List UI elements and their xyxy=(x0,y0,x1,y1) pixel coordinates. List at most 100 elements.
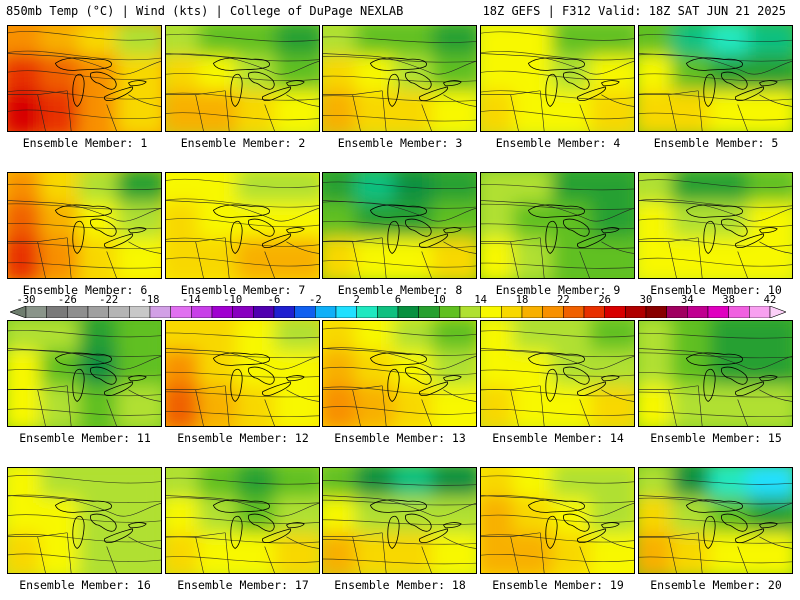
wind-streamline xyxy=(639,198,792,208)
ensemble-member-label: Ensemble Member: 10 xyxy=(650,283,782,297)
great-lake-outline xyxy=(387,220,400,254)
temperature-cell xyxy=(431,385,476,426)
colorbar-bin xyxy=(87,306,109,318)
political-border xyxy=(224,90,230,131)
wind-streamline xyxy=(481,110,634,120)
colorbar-bin xyxy=(315,306,337,318)
great-lake-outline xyxy=(90,218,117,237)
wind-streamline xyxy=(639,411,792,418)
wind-streamline xyxy=(8,553,161,562)
great-lake-outline xyxy=(545,368,558,402)
colorbar-bin xyxy=(418,306,440,318)
political-border xyxy=(66,237,72,278)
political-border xyxy=(264,546,275,573)
wind-streamline xyxy=(481,203,634,210)
great-lake-outline xyxy=(563,513,590,532)
wind-streamline xyxy=(8,533,161,543)
political-border xyxy=(639,385,699,390)
colorbar-tick-label: 34 xyxy=(681,294,694,306)
ensemble-member-map xyxy=(638,172,793,279)
political-border xyxy=(352,536,361,573)
wind-streamline xyxy=(323,499,476,506)
ensemble-member-map xyxy=(7,467,162,574)
great-lake-outline xyxy=(54,499,112,513)
colorbar-bin xyxy=(25,306,47,318)
great-lake-outline xyxy=(285,375,305,382)
great-lake-outline xyxy=(577,528,607,543)
wind-streamline xyxy=(166,237,319,247)
political-border xyxy=(481,385,541,390)
wind-streamline xyxy=(8,109,161,119)
political-border xyxy=(106,104,117,131)
ensemble-member-map xyxy=(480,25,635,132)
political-border xyxy=(737,251,748,278)
header-title: 850mb Temp (°C) | Wind (kts) | College o… xyxy=(6,4,404,18)
political-border xyxy=(66,385,72,426)
political-border xyxy=(166,385,226,390)
great-lake-outline xyxy=(405,366,432,385)
great-lake-outline xyxy=(248,366,275,385)
colorbar-bin xyxy=(583,306,605,318)
great-lake-outline xyxy=(735,233,765,248)
political-border xyxy=(510,94,519,131)
political-border xyxy=(481,237,541,242)
wind-streamline xyxy=(8,262,161,269)
wind-streamline xyxy=(166,411,319,417)
political-border xyxy=(166,532,226,537)
wind-streamline xyxy=(323,56,476,63)
great-lake-outline xyxy=(600,80,620,87)
colorbar-bin xyxy=(397,306,419,318)
wind-streamline xyxy=(639,497,792,505)
wind-streamline xyxy=(166,556,319,564)
colorbar-tick-label: -22 xyxy=(99,294,119,306)
colorbar-tick-label: -10 xyxy=(223,294,243,306)
ensemble-member-map xyxy=(322,25,477,132)
great-lake-outline xyxy=(285,227,305,234)
wind-streamline xyxy=(639,218,792,228)
political-border xyxy=(323,385,383,390)
political-border xyxy=(8,53,161,75)
colorbar-bin xyxy=(625,306,647,318)
great-lake-outline xyxy=(685,57,743,71)
political-border xyxy=(8,532,68,537)
political-border xyxy=(381,237,387,278)
political-border xyxy=(37,389,46,426)
ensemble-member-label: Ensemble Member: 17 xyxy=(177,578,309,592)
great-lake-outline xyxy=(104,528,134,543)
political-border xyxy=(106,399,117,426)
political-border xyxy=(510,389,519,426)
political-border xyxy=(539,237,545,278)
wind-streamline xyxy=(8,494,161,503)
great-lake-outline xyxy=(545,220,558,254)
political-border xyxy=(737,399,748,426)
great-lake-outline xyxy=(735,528,765,543)
political-border xyxy=(481,532,541,537)
political-border xyxy=(323,90,383,95)
great-lake-outline xyxy=(442,227,462,234)
ensemble-member-map xyxy=(322,172,477,279)
great-lake-outline xyxy=(758,375,778,382)
wind-streamline xyxy=(8,408,161,416)
wind-streamline xyxy=(323,366,476,376)
ensemble-member-map xyxy=(480,172,635,279)
ensemble-member-map xyxy=(7,25,162,132)
temperature-cell xyxy=(747,237,792,278)
great-lake-outline xyxy=(262,528,292,543)
temperature-cell xyxy=(274,90,319,131)
colorbar-under-triangle xyxy=(10,306,27,318)
colorbar-tick-label: -14 xyxy=(181,294,201,306)
political-border xyxy=(481,200,634,222)
political-border xyxy=(481,53,634,75)
colorbar-bin xyxy=(377,306,399,318)
temperature-cell xyxy=(589,237,634,278)
great-lake-outline xyxy=(212,204,270,218)
political-border xyxy=(481,90,541,95)
great-lake-outline xyxy=(758,80,778,87)
colorbar-bin xyxy=(294,306,316,318)
ensemble-member-map xyxy=(165,172,320,279)
great-lake-outline xyxy=(703,515,716,549)
wind-streamline xyxy=(481,31,634,41)
ensemble-member-map xyxy=(638,467,793,574)
great-lake-outline xyxy=(262,86,292,101)
great-lake-outline xyxy=(90,71,117,90)
